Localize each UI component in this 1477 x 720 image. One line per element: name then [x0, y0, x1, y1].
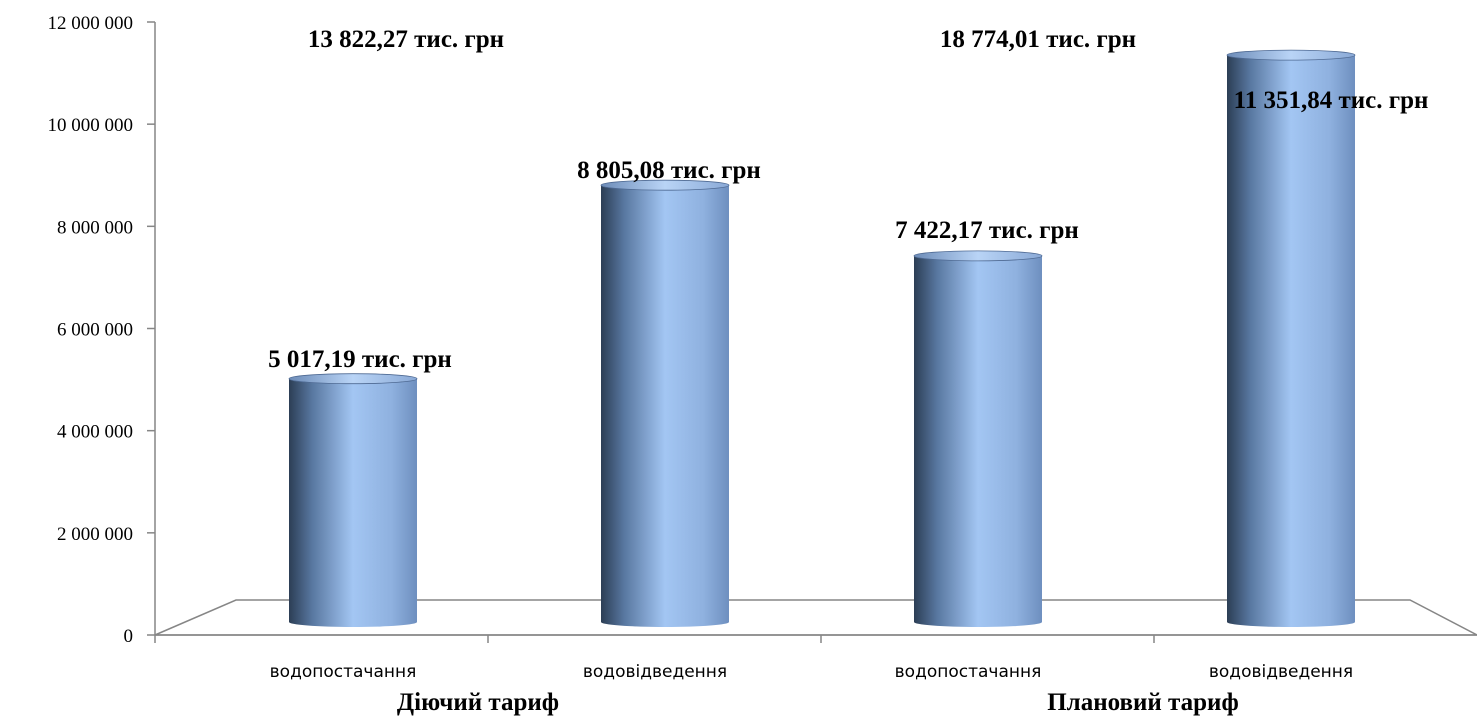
- bar-top-cap: [913, 250, 1043, 262]
- bar-1: [288, 373, 418, 627]
- category-label-1: водопостачання: [270, 662, 417, 682]
- data-label-2: 8 805,08 тис. грн: [577, 157, 761, 184]
- y-ticks: 0 2 000 000 4 000 000 6 000 000 8 000 000 10 …: [48, 13, 155, 647]
- bar-3: [913, 250, 1043, 627]
- category-label-3: водопостачання: [895, 662, 1042, 682]
- bar-body: [1227, 55, 1355, 628]
- data-label-4: 11 351,84 тис. грн: [1234, 87, 1429, 114]
- bar-top-cap: [600, 179, 730, 191]
- category-label-2: водовідведення: [583, 662, 727, 682]
- axis-layer: 0 2 000 000 4 000 000 6 000 000 8 000 000 10 …: [48, 13, 1477, 647]
- group-label-1: Діючий тариф: [397, 689, 559, 716]
- bar-2: [600, 179, 730, 628]
- y-tick-label: 12 000 000: [48, 13, 134, 34]
- data-label-1: 5 017,19 тис. грн: [268, 346, 452, 373]
- bar-4: [1226, 49, 1356, 628]
- group-total-label-2: 18 774,01 тис. грн: [940, 26, 1136, 53]
- y-tick-label: 4 000 000: [57, 422, 133, 443]
- y-tick-label: 8 000 000: [57, 217, 133, 238]
- category-label-4: водовідведення: [1209, 662, 1353, 682]
- bar-body: [914, 255, 1042, 627]
- y-tick-label: 10 000 000: [48, 115, 134, 136]
- group-label-2: Плановий тариф: [1047, 689, 1239, 716]
- group-total-label-1: 13 822,27 тис. грн: [308, 26, 504, 53]
- category-labels: водопостачання водовідведення водопостачан…: [270, 662, 1353, 682]
- data-labels: 5 017,19 тис. грн 8 805,08 тис. грн 7 422,…: [268, 87, 1428, 373]
- y-tick-label: 6 000 000: [57, 320, 133, 341]
- y-tick-label: 0: [124, 626, 134, 647]
- x-ticks: [154, 635, 1155, 643]
- bar-body: [289, 378, 417, 627]
- group-total-labels: 13 822,27 тис. грн 18 774,01 тис. грн: [308, 26, 1136, 53]
- group-labels: Діючий тариф Плановий тариф: [397, 689, 1239, 716]
- bar-body: [601, 185, 729, 628]
- bars: [288, 49, 1356, 628]
- floor: [154, 599, 1477, 643]
- bar-top-cap: [288, 373, 418, 385]
- y-tick-label: 2 000 000: [57, 524, 133, 545]
- data-label-3: 7 422,17 тис. грн: [895, 217, 1079, 244]
- bar-top-cap: [1226, 49, 1356, 61]
